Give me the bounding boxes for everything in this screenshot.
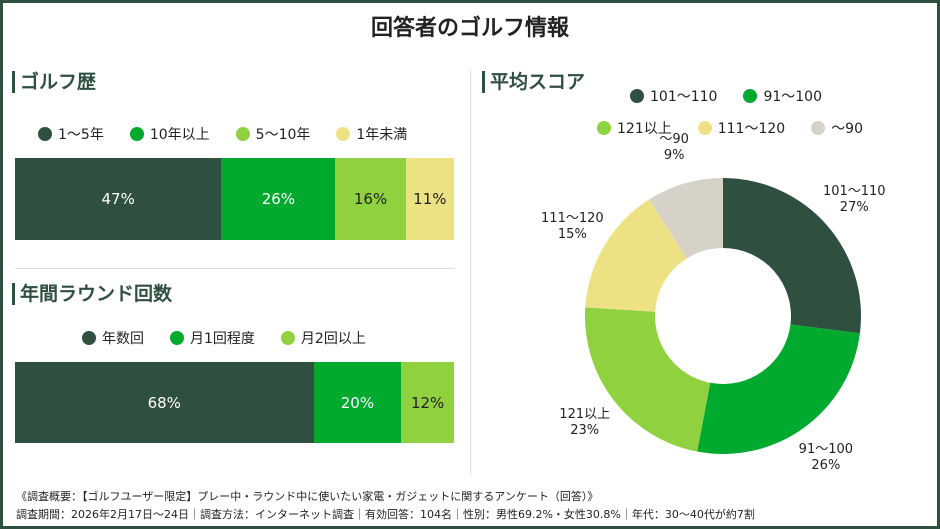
legend-item: 121以上 <box>597 118 672 138</box>
slice-name: 121以上 <box>559 407 611 423</box>
legend-label: 111〜120 <box>717 121 786 137</box>
slice-name: 111〜120 <box>541 210 604 226</box>
legend-swatch <box>743 89 758 103</box>
legend-item: 〜90 <box>811 118 863 138</box>
slice-label: 101〜110 27% <box>823 184 886 216</box>
slice-label: 121以上 23% <box>559 407 610 439</box>
bar-segment: 12% <box>401 362 454 443</box>
bar-segment: 26% <box>221 158 336 240</box>
slice-value: 9% <box>663 147 685 163</box>
slice-name: 101〜110 <box>822 184 886 200</box>
legend-item: 1〜5年 <box>38 124 104 144</box>
slice-value: 15% <box>557 226 587 242</box>
legend-swatch <box>697 121 712 135</box>
legend-label: 10年以上 <box>149 127 210 143</box>
slice-name: 91〜100 <box>798 441 854 457</box>
legend-rounds: 年数回 月1回程度 月2回以上 <box>82 328 366 348</box>
donut-slice <box>585 199 687 312</box>
legend-label: 101〜110 <box>650 89 718 105</box>
legend-score-row1: 101〜110 91〜100 <box>630 86 822 106</box>
section-title-golf-history: ゴルフ歴 <box>12 71 96 93</box>
legend-item: 5〜10年 <box>235 124 311 144</box>
bar-segment: 47% <box>15 158 222 240</box>
legend-label: 〜90 <box>831 121 864 137</box>
bar-segment: 68% <box>15 362 314 443</box>
legend-swatch <box>597 121 611 135</box>
legend-golf-history: 1〜5年 10年以上 5〜10年 1年未満 <box>38 124 407 144</box>
divider-vertical <box>470 70 471 475</box>
slice-label: 91〜100 26% <box>799 442 853 474</box>
legend-label: 121以上 <box>617 121 672 137</box>
legend-label: 月1回程度 <box>190 331 255 347</box>
legend-swatch <box>235 127 250 141</box>
page-title: 回答者のゴルフ情報 <box>370 16 569 41</box>
legend-label: 5〜10年 <box>255 127 311 143</box>
legend-label: 1〜5年 <box>58 127 104 143</box>
legend-item: 10年以上 <box>129 124 210 144</box>
bar-rounds: 68% 20% 12% <box>15 362 454 443</box>
legend-label: 月2回以上 <box>300 331 366 347</box>
donut-slice <box>697 324 860 454</box>
donut-slice <box>723 178 861 334</box>
legend-swatch <box>280 331 295 345</box>
legend-score-row2: 121以上 111〜120 〜90 <box>597 118 863 138</box>
legend-swatch <box>129 127 144 141</box>
legend-label: 91〜100 <box>763 89 822 105</box>
divider-horizontal <box>15 268 455 269</box>
slice-name: 〜90 <box>659 131 689 147</box>
legend-swatch <box>170 331 184 345</box>
legend-swatch <box>82 331 96 345</box>
legend-swatch <box>336 127 351 141</box>
footer-line1: 《調査概要：【ゴルフユーザー限定】プレー中・ラウンド中に使いたい家電・ガジェット… <box>16 490 599 503</box>
legend-item: 101〜110 <box>630 86 717 106</box>
legend-item: 111〜120 <box>697 118 786 138</box>
bar-segment: 11% <box>405 158 454 240</box>
section-title-rounds: 年間ラウンド回数 <box>12 283 172 305</box>
slice-value: 23% <box>570 423 600 439</box>
slice-label: 〜90 9% <box>659 132 689 164</box>
legend-item: 月1回程度 <box>170 328 255 348</box>
legend-swatch <box>811 121 826 135</box>
legend-item: 91〜100 <box>743 86 822 106</box>
slice-value: 27% <box>839 200 869 216</box>
bar-golf-history: 47% 26% 16% 11% <box>15 158 454 240</box>
legend-swatch <box>630 89 644 103</box>
legend-item: 1年未満 <box>336 124 407 144</box>
donut-slice <box>649 178 723 259</box>
bar-segment: 20% <box>313 362 402 443</box>
section-title-score: 平均スコア <box>482 71 585 93</box>
legend-swatch <box>38 127 52 141</box>
slice-label: 111〜120 15% <box>541 211 604 243</box>
legend-item: 年数回 <box>82 328 144 348</box>
legend-label: 1年未満 <box>356 127 408 143</box>
legend-item: 月2回以上 <box>280 328 366 348</box>
footer-line2: 調査期間：2026年2月17日〜24日｜調査方法：インターネット調査｜有効回答：… <box>16 508 755 521</box>
slice-value: 26% <box>811 457 841 473</box>
donut-slice <box>585 307 711 452</box>
legend-label: 年数回 <box>102 331 144 347</box>
bar-segment: 16% <box>335 158 406 240</box>
